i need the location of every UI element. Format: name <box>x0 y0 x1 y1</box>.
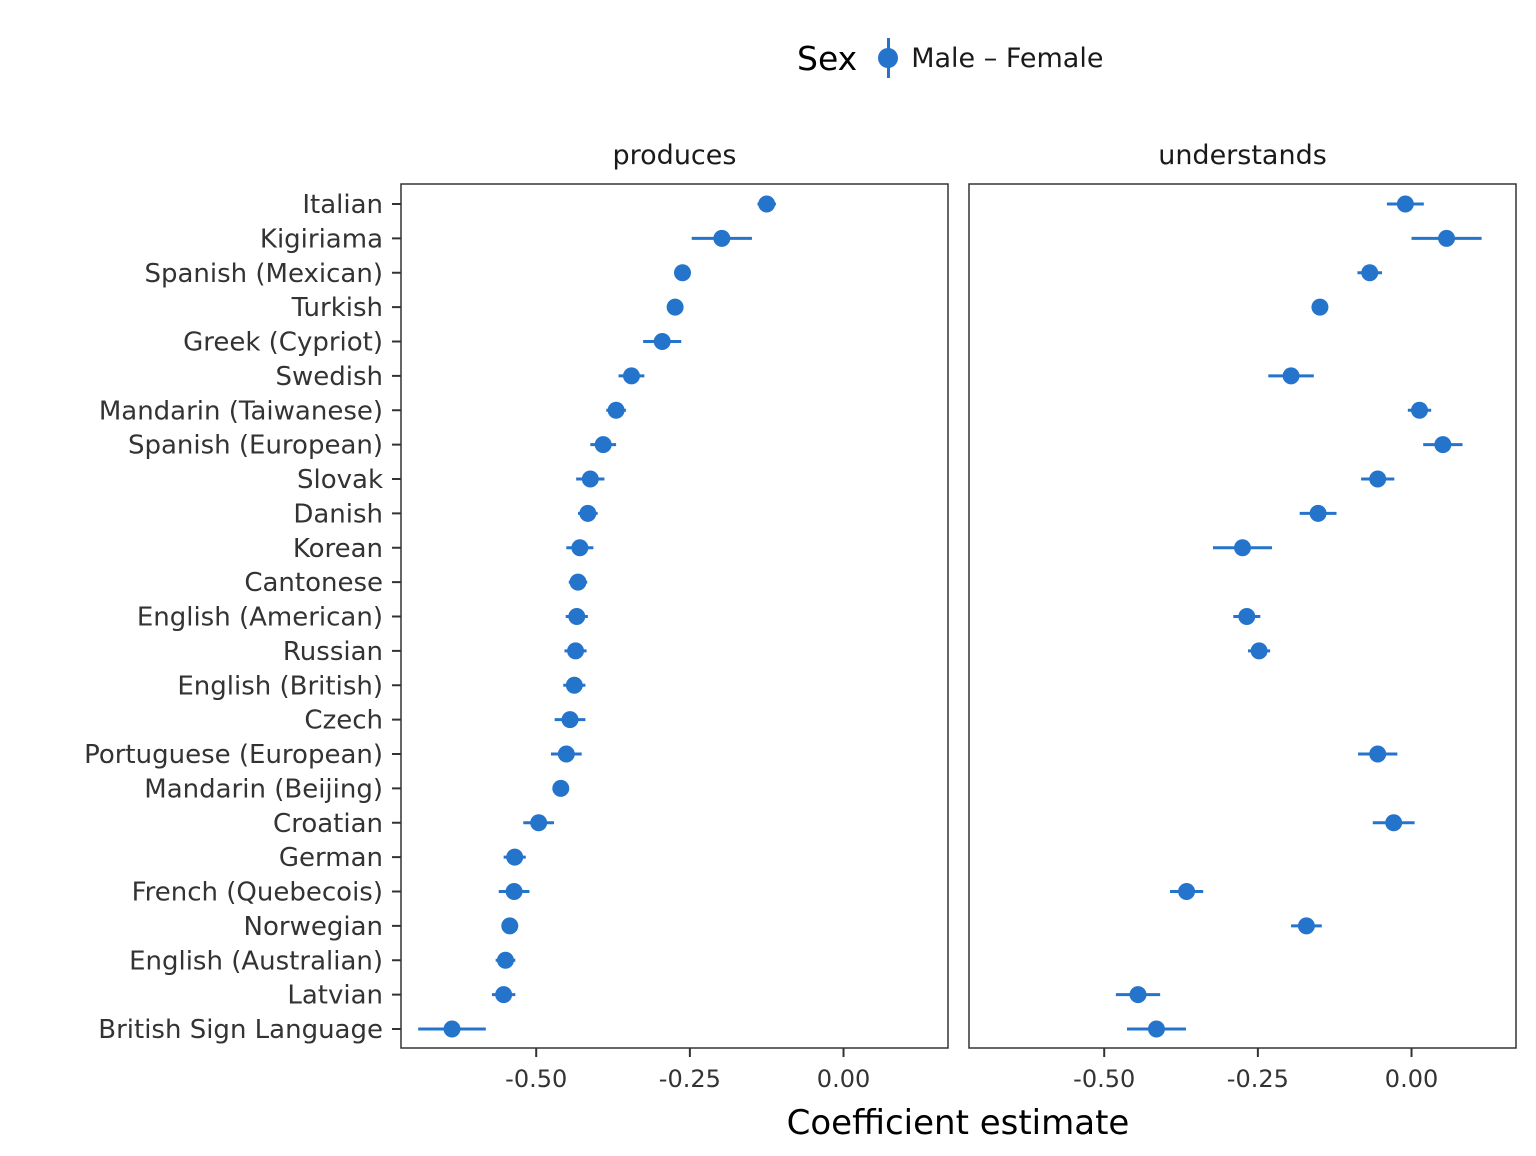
data-point <box>1369 745 1387 763</box>
y-tick-label: English (Australian) <box>129 946 383 976</box>
legend-key-icon <box>873 32 903 84</box>
x-tick-label: -0.25 <box>1227 1065 1289 1093</box>
x-tick-label: -0.25 <box>659 1065 721 1093</box>
legend-title: Sex <box>797 38 858 78</box>
data-point <box>1250 642 1268 660</box>
y-tick-label: Mandarin (Beijing) <box>144 774 383 804</box>
data-point <box>581 470 599 488</box>
legend: Sex Male – Female <box>797 32 1103 84</box>
y-tick-label: Slovak <box>297 465 383 495</box>
data-point <box>568 608 586 625</box>
y-tick-label: Korean <box>293 534 383 564</box>
data-point <box>1238 608 1256 625</box>
x-axis-title: Coefficient estimate <box>787 1103 1130 1143</box>
data-point <box>1282 367 1300 385</box>
panel-title: produces <box>613 140 737 171</box>
data-point <box>1369 470 1387 488</box>
y-tick-label: Latvian <box>287 981 383 1011</box>
y-tick-label: Russian <box>283 637 383 667</box>
y-tick-label: French (Quebecois) <box>132 878 383 908</box>
y-tick-label: Spanish (European) <box>128 431 383 461</box>
data-point <box>1297 917 1315 935</box>
data-point <box>552 779 570 797</box>
data-point <box>557 745 575 763</box>
data-point <box>501 917 519 935</box>
data-point <box>505 883 523 900</box>
data-point <box>622 367 640 385</box>
y-tick-label: Norwegian <box>244 912 383 942</box>
data-point <box>1178 883 1196 900</box>
panel-border <box>968 183 1517 1049</box>
y-tick-label: Kigiriama <box>260 224 383 254</box>
y-tick-label: Italian <box>302 190 383 220</box>
data-point <box>567 642 585 660</box>
data-point <box>496 951 514 969</box>
data-point <box>607 401 625 419</box>
y-tick-label: Swedish <box>275 362 383 392</box>
data-point <box>506 848 524 866</box>
x-tick-label: 0.00 <box>817 1065 870 1093</box>
data-point <box>666 298 684 316</box>
data-point <box>673 264 691 282</box>
data-point <box>1434 436 1452 454</box>
y-tick-label: Turkish <box>291 293 383 323</box>
data-point <box>495 986 513 1004</box>
data-point <box>1311 298 1329 316</box>
y-tick-label: Spanish (Mexican) <box>144 259 383 289</box>
panel-border <box>400 183 949 1049</box>
data-point <box>565 676 583 694</box>
y-tick-label: Mandarin (Taiwanese) <box>99 396 383 426</box>
data-point <box>1396 195 1414 213</box>
data-point <box>569 573 587 591</box>
data-point <box>561 711 579 729</box>
legend-label: Male – Female <box>911 42 1104 74</box>
y-tick-label: Cantonese <box>244 568 383 598</box>
y-tick-label: Portuguese (European) <box>84 740 383 770</box>
data-point <box>443 1020 461 1038</box>
y-tick-label: Croatian <box>273 809 383 839</box>
x-tick-label: -0.50 <box>1073 1065 1135 1093</box>
y-tick-label: Greek (Cypriot) <box>183 328 383 358</box>
data-point <box>1385 814 1403 832</box>
panel-title: understands <box>1158 140 1327 171</box>
data-point <box>579 504 597 522</box>
data-point <box>1411 401 1429 419</box>
x-tick-label: 0.00 <box>1385 1065 1438 1093</box>
data-point <box>1234 539 1251 557</box>
data-point <box>1309 504 1327 522</box>
data-point <box>530 814 548 832</box>
y-tick-label: German <box>279 843 383 873</box>
data-point <box>1361 264 1379 282</box>
y-tick-label: English (American) <box>137 603 383 633</box>
data-point <box>653 333 671 350</box>
y-tick-label: English (British) <box>177 671 383 701</box>
data-point <box>758 195 776 213</box>
y-tick-label: Czech <box>304 706 383 736</box>
data-point <box>571 539 589 557</box>
data-point <box>1438 229 1456 247</box>
data-point <box>1129 986 1147 1004</box>
y-tick-label: Danish <box>293 499 383 529</box>
x-tick-label: -0.50 <box>505 1065 567 1093</box>
data-point <box>594 436 612 454</box>
y-tick-label: British Sign Language <box>98 1015 383 1045</box>
data-point <box>713 229 731 247</box>
data-point <box>1147 1020 1165 1038</box>
